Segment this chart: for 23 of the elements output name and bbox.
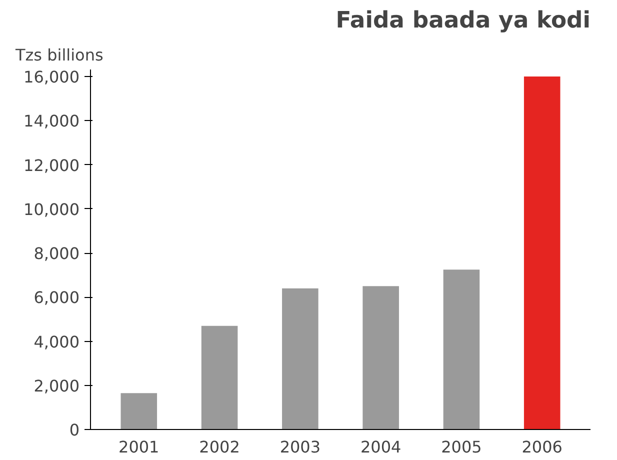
x-tick-label: 2004 bbox=[360, 438, 402, 456]
y-tick-label: 0 bbox=[69, 420, 80, 440]
bar bbox=[524, 76, 560, 430]
y-tick-label: 10,000 bbox=[24, 200, 80, 219]
y-tick-label: 16,000 bbox=[24, 68, 80, 87]
x-tick-label: 2005 bbox=[441, 438, 482, 456]
bar bbox=[443, 270, 480, 430]
y-tick-label: 2,000 bbox=[34, 376, 80, 396]
bar bbox=[201, 326, 238, 430]
y-axis-title: Tzs billions bbox=[14, 46, 104, 64]
y-tick-label: 12,000 bbox=[24, 156, 80, 175]
bar bbox=[362, 286, 399, 430]
x-tick-label: 2003 bbox=[280, 438, 321, 456]
x-tick-label: 2001 bbox=[118, 438, 160, 456]
x-tick-label: 2002 bbox=[199, 438, 240, 456]
bar bbox=[120, 393, 158, 430]
y-tick-label: 6,000 bbox=[34, 288, 80, 308]
y-tick-label: 8,000 bbox=[34, 244, 80, 264]
chart-title: Faida baada ya kodi bbox=[336, 8, 591, 34]
bar bbox=[282, 288, 318, 430]
y-tick-label: 4,000 bbox=[34, 332, 80, 352]
y-tick-label: 14,000 bbox=[24, 112, 80, 131]
x-tick-label: 2006 bbox=[522, 438, 562, 456]
